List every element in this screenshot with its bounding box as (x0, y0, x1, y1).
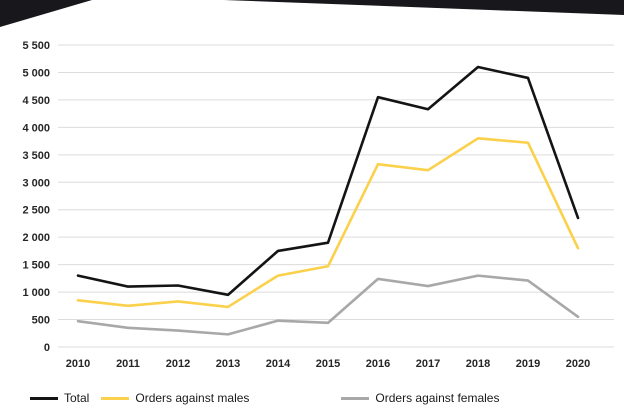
x-tick-label: 2015 (316, 358, 340, 370)
y-tick-label: 1 000 (22, 287, 50, 299)
y-tick-label: 5 000 (22, 67, 50, 79)
y-tick-label: 4 000 (22, 122, 50, 134)
x-tick-label: 2012 (166, 358, 190, 370)
x-tick-label: 2016 (366, 358, 390, 370)
y-tick-label: 4 500 (22, 95, 50, 107)
x-tick-label: 2019 (516, 358, 540, 370)
legend-label-males: Orders against males (135, 391, 250, 405)
total-series-line (76, 65, 580, 297)
y-tick-label: 3 500 (22, 150, 50, 162)
legend-item-females: Orders against females (341, 391, 499, 405)
legend-item-males: Orders against males (101, 391, 249, 405)
legend-label-females: Orders against females (375, 391, 500, 405)
chart-legend: Total Orders against males Orders agains… (0, 384, 624, 412)
y-tick-label: 500 (32, 315, 50, 327)
total-line-swatch (30, 396, 58, 400)
y-tick-label: 5 500 (22, 40, 50, 52)
x-tick-label: 2014 (266, 358, 291, 370)
x-tick-label: 2013 (216, 358, 240, 370)
legend-item-total: Total (30, 391, 89, 405)
y-tick-label: 3 000 (22, 177, 50, 189)
line-chart: 0 500 1 000 1 500 2 000 2 500 3 000 3 500 4 000 4… (22, 40, 614, 370)
orders-against-females-series-line (76, 274, 580, 336)
x-tick-label: 2020 (566, 358, 590, 370)
y-tick-label: 0 (44, 342, 50, 354)
males-line-swatch (101, 396, 130, 400)
y-tick-label: 2 500 (22, 205, 50, 217)
x-tick-label: 2017 (416, 358, 440, 370)
y-tick-label: 2 000 (22, 232, 50, 244)
x-tick-label: 2018 (466, 358, 490, 370)
orders-against-males-series-line (76, 137, 580, 309)
legend-label-total: Total (64, 391, 90, 405)
females-line-swatch (341, 396, 370, 400)
x-tick-label: 2011 (116, 358, 140, 370)
y-tick-label: 1 500 (22, 260, 50, 272)
x-tick-label: 2010 (66, 358, 90, 370)
